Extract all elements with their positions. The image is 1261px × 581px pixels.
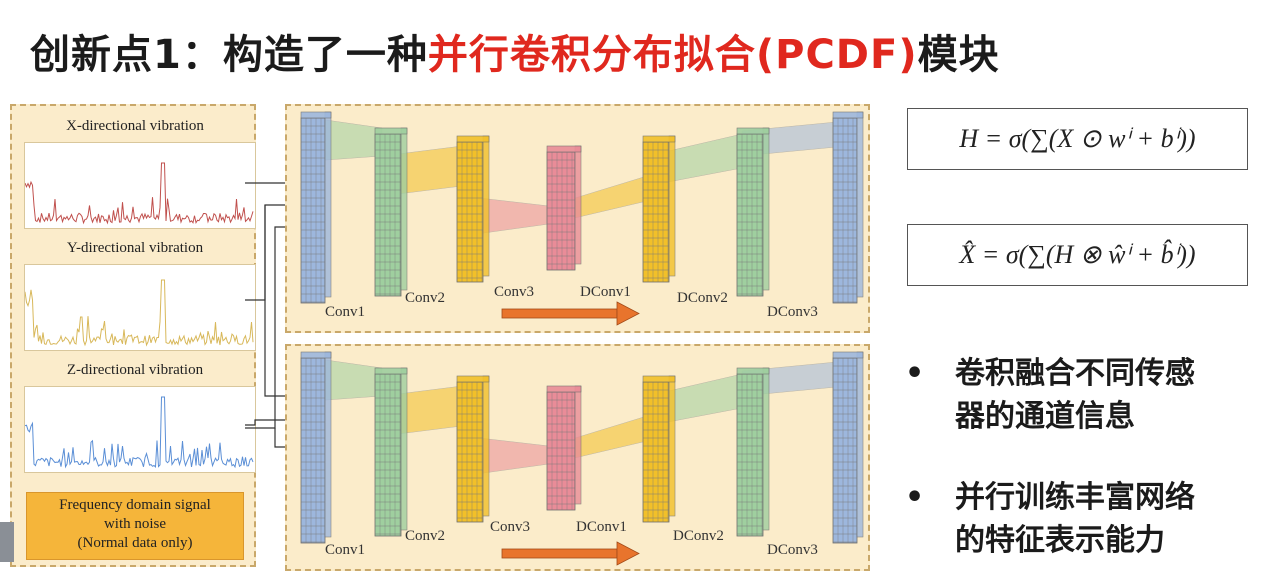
title-highlight: 并行卷积分布拟合(PCDF) — [427, 32, 918, 78]
bullet-2-line-2: 的特征表示能力 — [955, 523, 1165, 558]
z-signal-waveform — [24, 396, 254, 469]
network-panel-bottom: Conv1 Conv2 Conv3 DConv1 DConv2 DConv3 — [285, 344, 870, 571]
network-diagram-top — [300, 111, 864, 326]
x-signal-plot — [24, 142, 256, 229]
title-prefix: 创新点1：构造了一种 — [30, 32, 428, 78]
z-signal-title: Z-directional vibration — [66, 362, 204, 378]
bullet-1-line-1: 卷积融合不同传感 — [955, 356, 1195, 391]
label-dconv1: DConv1 — [576, 519, 627, 535]
dconv2-block — [642, 375, 676, 523]
z-signal-plot — [24, 386, 256, 473]
output-block — [832, 351, 864, 544]
y-signal-plot — [24, 264, 256, 351]
noise-signal-box: Frequency domain signal with noise (Norm… — [26, 492, 244, 560]
sidebar-toggle-icon[interactable] — [0, 522, 14, 562]
dconv1-block — [546, 145, 582, 271]
direction-arrow — [501, 541, 640, 566]
x-signal-title: X-directional vibration — [66, 118, 204, 134]
bullet-dot-icon: • — [905, 480, 925, 515]
label-conv3: Conv3 — [490, 519, 531, 535]
input-signal-panel: X-directional vibration Y-directional vi… — [10, 104, 256, 567]
encoder-formula: H = σ(∑(X ⊙ wⁱ + bⁱ)) — [907, 108, 1248, 170]
y-signal-waveform — [24, 279, 254, 347]
conv3-block — [456, 375, 490, 523]
label-conv2: Conv2 — [405, 528, 446, 544]
bullet-1-line-2: 器的通道信息 — [955, 399, 1135, 434]
label-conv1: Conv1 — [325, 304, 366, 320]
x-signal-waveform — [24, 162, 254, 225]
label-dconv1: DConv1 — [580, 284, 631, 300]
bullet-2-line-1: 并行训练丰富网络 — [955, 480, 1195, 515]
label-conv2: Conv2 — [405, 290, 446, 306]
decoder-formula: X̂ = σ(∑(H ⊗ ŵⁱ + b̂ⁱ)) — [907, 224, 1248, 286]
conv2-block — [374, 367, 408, 537]
noise-line-3: (Normal data only) — [77, 535, 193, 551]
output-block — [832, 111, 864, 304]
network-panel-top: Conv1 Conv2 Conv3 DConv1 DConv2 DConv3 — [285, 104, 870, 333]
y-signal-title: Y-directional vibration — [66, 240, 204, 256]
dconv3-block — [736, 367, 770, 537]
direction-arrow — [501, 301, 640, 326]
label-conv1: Conv1 — [325, 542, 366, 558]
conv1-block — [300, 111, 332, 304]
conv2-block — [374, 127, 408, 297]
noise-line-1: Frequency domain signal — [59, 497, 211, 513]
label-dconv3: DConv3 — [767, 304, 818, 320]
dconv2-block — [642, 135, 676, 283]
noise-line-2: with noise — [103, 516, 167, 532]
title-suffix: 模块 — [917, 32, 1000, 78]
label-conv3: Conv3 — [494, 284, 535, 300]
conv3-block — [456, 135, 490, 283]
label-dconv3: DConv3 — [767, 542, 818, 558]
dconv3-block — [736, 127, 770, 297]
dconv1-block — [546, 385, 582, 511]
network-diagram-bottom — [300, 351, 864, 566]
slide-title: 创新点1：构造了一种并行卷积分布拟合(PCDF)模块 — [30, 22, 1000, 80]
label-dconv2: DConv2 — [677, 290, 728, 306]
bullet-dot-icon: • — [905, 356, 925, 391]
label-dconv2: DConv2 — [673, 528, 724, 544]
conv1-block — [300, 351, 332, 544]
